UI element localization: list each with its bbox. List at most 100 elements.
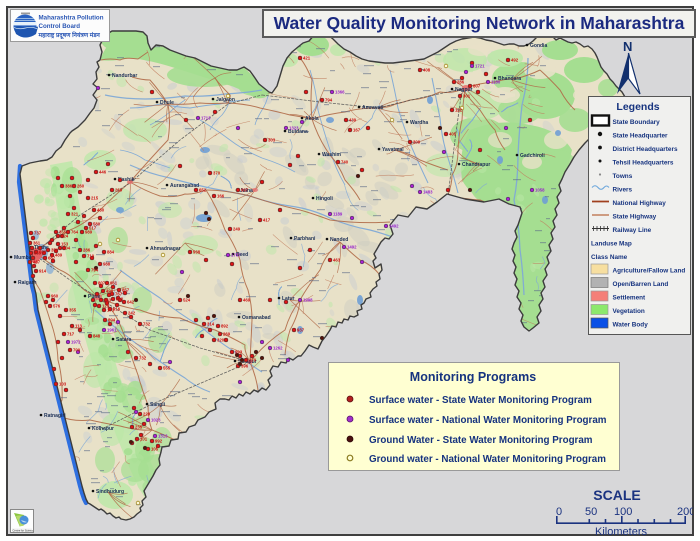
svg-text:1366: 1366 [335, 90, 345, 95]
svg-text:396: 396 [241, 364, 249, 369]
svg-text:794: 794 [91, 268, 99, 273]
svg-text:884: 884 [107, 250, 115, 255]
svg-text:N: N [623, 39, 632, 54]
svg-text:1262: 1262 [273, 346, 283, 351]
svg-text:Parbhani: Parbhani [294, 236, 316, 242]
svg-text:122: 122 [455, 108, 463, 113]
svg-text:Pune: Pune [88, 294, 100, 300]
svg-text:153: 153 [61, 242, 69, 247]
svg-text:642: 642 [127, 300, 135, 305]
svg-text:Ground Water - State Water Mon: Ground Water - State Water Monitoring Pr… [369, 435, 593, 446]
svg-text:State Boundary: State Boundary [613, 119, 661, 126]
svg-text:129: 129 [102, 304, 110, 309]
svg-text:314: 314 [207, 322, 215, 327]
svg-text:303: 303 [268, 138, 276, 143]
svg-text:Nandurbar: Nandurbar [112, 73, 137, 79]
svg-text:737: 737 [34, 231, 42, 236]
svg-text:286: 286 [457, 80, 465, 85]
svg-text:807: 807 [473, 84, 481, 89]
svg-text:517: 517 [89, 226, 97, 231]
svg-text:997: 997 [241, 188, 249, 193]
svg-text:405: 405 [449, 132, 457, 137]
svg-text:880: 880 [116, 297, 124, 302]
svg-text:463: 463 [333, 258, 341, 263]
svg-text:993: 993 [235, 350, 243, 355]
svg-text:656: 656 [39, 250, 47, 255]
svg-text:269: 269 [223, 332, 231, 337]
svg-text:439: 439 [349, 118, 357, 123]
svg-text:Amravati: Amravati [362, 105, 384, 111]
svg-text:480: 480 [97, 208, 105, 213]
svg-text:361: 361 [33, 241, 41, 246]
svg-text:Tehsil Headquarters: Tehsil Headquarters [613, 160, 674, 167]
svg-text:492: 492 [511, 58, 519, 63]
svg-text:Sindhudurg: Sindhudurg [96, 489, 124, 495]
svg-text:260: 260 [77, 184, 85, 189]
svg-text:Sangli: Sangli [150, 402, 166, 408]
svg-text:446: 446 [99, 170, 107, 175]
svg-text:101: 101 [140, 437, 148, 442]
svg-text:105: 105 [151, 447, 159, 452]
svg-text:166: 166 [217, 194, 225, 199]
svg-text:857: 857 [122, 288, 130, 293]
svg-text:State Headquarter: State Headquarter [613, 133, 669, 140]
svg-text:Osmanabad: Osmanabad [242, 315, 271, 321]
svg-text:Agriculture/Fallow Land: Agriculture/Fallow Land [613, 268, 686, 275]
svg-text:SCALE: SCALE [593, 487, 640, 503]
svg-text:Centre for Science: Centre for Science [13, 528, 34, 532]
svg-text:Water Body: Water Body [613, 322, 649, 329]
svg-text:652: 652 [199, 188, 207, 193]
svg-text:320: 320 [217, 338, 225, 343]
svg-text:524: 524 [183, 298, 191, 303]
svg-text:961: 961 [110, 281, 118, 286]
svg-text:352: 352 [51, 248, 59, 253]
svg-text:370: 370 [213, 171, 221, 176]
svg-text:916: 916 [113, 307, 121, 312]
svg-text:700: 700 [73, 348, 81, 353]
svg-text:740: 740 [341, 160, 349, 165]
svg-text:District Headquarters: District Headquarters [613, 146, 678, 153]
svg-text:242: 242 [128, 311, 136, 316]
svg-text:1313: 1313 [158, 434, 168, 439]
svg-text:1972: 1972 [71, 340, 81, 345]
svg-text:767: 767 [115, 292, 123, 297]
svg-text:417: 417 [263, 218, 271, 223]
svg-text:100: 100 [614, 506, 632, 518]
svg-text:263: 263 [104, 298, 112, 303]
svg-text:103: 103 [59, 382, 67, 387]
svg-text:938: 938 [193, 250, 201, 255]
svg-text:167: 167 [353, 128, 361, 133]
svg-text:Open/Barren Land: Open/Barren Land [613, 281, 669, 288]
svg-text:Mumbai: Mumbai [14, 255, 34, 261]
svg-text:Aurangabad: Aurangabad [170, 183, 199, 189]
svg-text:269: 269 [115, 188, 123, 193]
svg-text:Raigarh: Raigarh [18, 280, 37, 286]
svg-text:Surface water - National Water: Surface water - National Water Monitorin… [369, 415, 607, 426]
svg-text:Hingoli: Hingoli [316, 196, 334, 202]
svg-text:Dhule: Dhule [160, 100, 174, 106]
svg-text:Ratnagiri: Ratnagiri [44, 413, 66, 419]
svg-text:Nanded: Nanded [330, 237, 348, 243]
svg-text:Gondia: Gondia [530, 43, 547, 49]
svg-text:215: 215 [91, 196, 99, 201]
svg-text:Beed: Beed [236, 252, 248, 258]
svg-text:Washim: Washim [322, 152, 342, 158]
svg-text:Jalgaon: Jalgaon [216, 97, 235, 103]
svg-text:580: 580 [93, 222, 101, 227]
svg-text:Kilometers: Kilometers [595, 526, 647, 538]
svg-text:1721: 1721 [475, 64, 485, 69]
svg-text:National Highway: National Highway [613, 200, 667, 207]
svg-text:992: 992 [155, 439, 163, 444]
svg-text:914: 914 [39, 269, 47, 274]
svg-text:309: 309 [413, 140, 421, 145]
svg-text:229: 229 [143, 412, 151, 417]
svg-text:1961: 1961 [107, 328, 117, 333]
svg-text:467: 467 [33, 260, 41, 265]
svg-text:988: 988 [103, 262, 111, 267]
svg-text:892: 892 [221, 324, 229, 329]
svg-text:355: 355 [59, 230, 67, 235]
svg-text:270: 270 [249, 358, 257, 363]
svg-text:Control Board: Control Board [39, 23, 81, 30]
svg-text:1767: 1767 [231, 253, 241, 258]
svg-text:576: 576 [53, 304, 61, 309]
